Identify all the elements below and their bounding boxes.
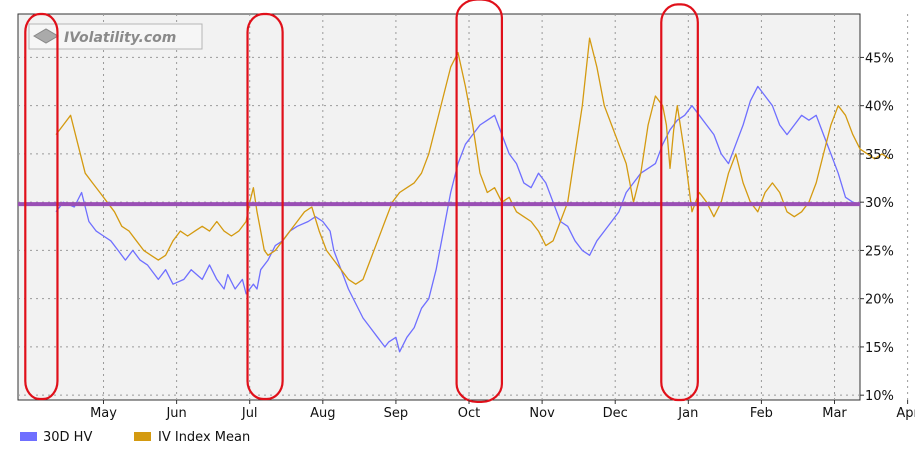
series-layer: [55, 37, 890, 353]
x-tick-label: Oct: [458, 406, 480, 421]
legend-label-30d-hv: 30D HV: [43, 430, 92, 445]
watermark: IVolatility.com: [28, 23, 203, 50]
y-tick-label: 10%: [865, 389, 894, 404]
highlight-region: [660, 3, 699, 402]
x-tick-label: Dec: [603, 406, 628, 421]
highlight-layer: [24, 0, 699, 404]
series-line-30d-hv: [55, 85, 861, 353]
y-tick-label: 15%: [865, 341, 894, 356]
y-tick-label: 40%: [865, 100, 894, 115]
watermark-text: IVolatility.com: [64, 30, 176, 46]
y-axis: 10% 15% 20% 25% 30% 35% 40% 45%: [860, 51, 894, 404]
y-tick-label: 25%: [865, 244, 894, 259]
y-tick-label: 20%: [865, 293, 894, 308]
y-tick-label: 35%: [865, 148, 894, 163]
y-tick-label: 30%: [865, 196, 894, 211]
x-tick-label: Jan: [677, 406, 698, 421]
x-tick-label: Apr: [896, 406, 915, 421]
series-line-iv-index-mean: [55, 37, 890, 285]
y-tick-label: 45%: [865, 51, 894, 66]
legend-swatch-iv-index-mean: [134, 432, 151, 441]
x-tick-label: May: [90, 406, 117, 421]
x-tick-label: Mar: [822, 406, 847, 421]
x-tick-label: Sep: [384, 406, 409, 421]
highlight-region: [455, 0, 504, 404]
plot-area: [17, 13, 861, 401]
x-tick-label: Aug: [310, 406, 335, 421]
x-tick-label: Jun: [165, 406, 186, 421]
x-tick-label: Feb: [750, 406, 773, 421]
highlight-region: [246, 12, 284, 401]
highlight-region: [24, 12, 59, 401]
legend-swatch-30d-hv: [20, 432, 37, 441]
legend-label-iv-index-mean: IV Index Mean: [158, 430, 250, 445]
x-tick-label: Nov: [529, 406, 555, 421]
x-axis: May Jun Jul Aug Sep Oct Nov Dec Jan Feb Mar Apr: [90, 400, 915, 421]
legend: 30D HV IV Index Mean: [20, 430, 250, 445]
x-tick-label: Jul: [241, 406, 258, 421]
